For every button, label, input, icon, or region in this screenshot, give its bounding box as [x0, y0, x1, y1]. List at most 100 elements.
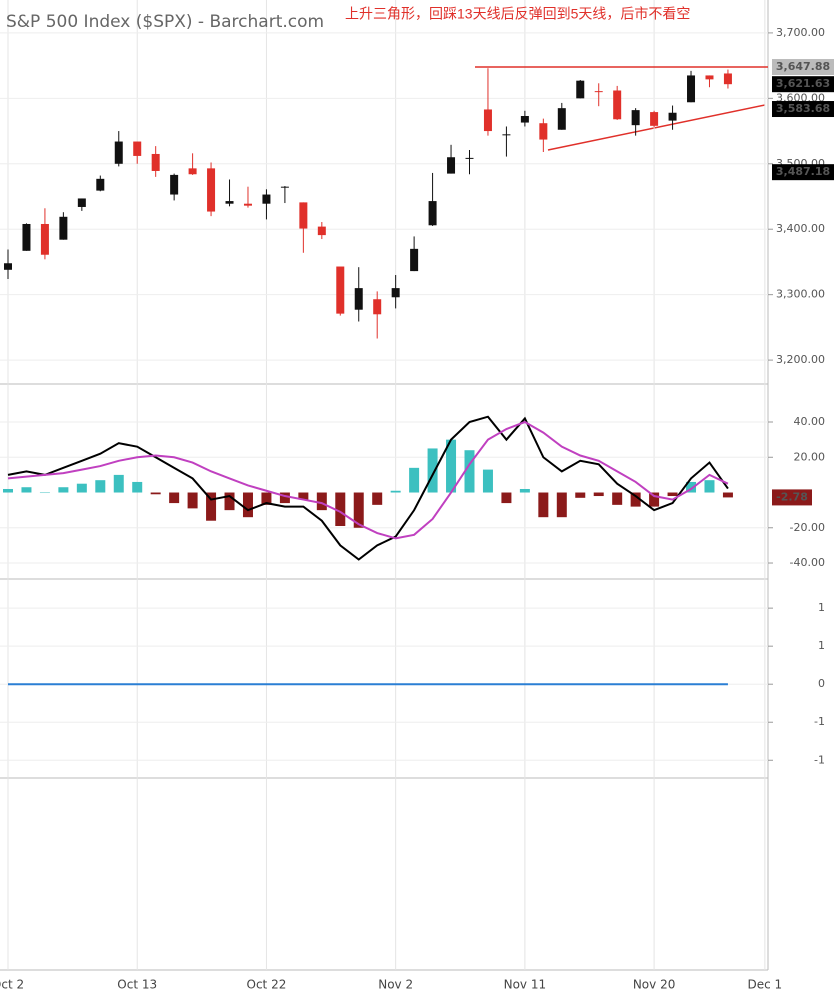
histogram-bar	[630, 492, 641, 507]
histogram-bar	[21, 487, 32, 493]
y-tick-label: -1	[814, 753, 825, 766]
candle-body	[133, 141, 142, 156]
histogram-bar	[538, 492, 549, 518]
x-tick-label: Nov 2	[378, 978, 413, 992]
y-tick-label: 3,700.00	[776, 26, 825, 39]
candle-body	[447, 157, 456, 174]
candle-body	[373, 299, 382, 315]
y-tick-label: -40.00	[790, 556, 825, 569]
histogram-bar	[316, 492, 327, 511]
y-tick-label: 1	[818, 639, 825, 652]
histogram-bar	[649, 492, 660, 507]
histogram-bar	[464, 450, 475, 493]
macd-line	[7, 420, 729, 540]
candle-body	[687, 75, 696, 103]
histogram-bar	[298, 492, 309, 500]
candle-body	[557, 108, 566, 130]
candle-body	[428, 201, 437, 226]
histogram-bar	[427, 448, 438, 493]
histogram-bar	[390, 490, 401, 493]
price-label-box	[772, 164, 834, 181]
candle-body	[22, 223, 31, 251]
candle-body	[40, 223, 49, 255]
histogram-bar	[206, 492, 217, 521]
histogram-bar	[501, 492, 512, 504]
x-tick-label: Dec 1	[748, 978, 783, 992]
histogram-bar	[593, 492, 604, 497]
candle-body	[4, 263, 12, 270]
price-label: 3,621.63	[776, 77, 830, 90]
last-value-box	[772, 489, 812, 506]
candle-body	[594, 91, 603, 93]
histogram-bar	[224, 492, 235, 511]
histogram-bar	[556, 492, 567, 518]
price-label-box	[772, 59, 834, 76]
histogram-bar	[3, 488, 13, 493]
y-tick-label: 3,300.00	[776, 288, 825, 301]
histogram-bar	[279, 492, 290, 504]
histogram-bar	[169, 492, 180, 504]
histogram-bar	[113, 474, 124, 493]
histogram-bar	[58, 487, 69, 493]
candle-body	[539, 123, 548, 140]
price-label: 3,647.88	[776, 60, 830, 73]
candle-body	[520, 116, 529, 123]
candle-body	[151, 153, 160, 171]
histogram-bar	[704, 480, 715, 493]
y-tick-label: 3,400.00	[776, 222, 825, 235]
histogram-bar	[409, 467, 420, 493]
histogram-bar	[519, 488, 530, 493]
candle-body	[188, 168, 197, 175]
candle-body	[170, 174, 179, 195]
candle-body	[705, 75, 714, 80]
candle-body	[576, 80, 585, 99]
candle-body	[77, 198, 86, 207]
candle-body	[114, 141, 123, 164]
histogram-bar	[187, 492, 198, 509]
histogram-bar	[446, 439, 457, 493]
support-trendline	[547, 104, 766, 151]
candle-body	[613, 90, 622, 120]
histogram-bar	[612, 492, 623, 505]
candle-body	[354, 288, 363, 310]
x-tick-label: Nov 20	[633, 978, 676, 992]
histogram-bar	[150, 492, 161, 495]
y-tick-label: 3,200.00	[776, 353, 825, 366]
histogram-bar	[353, 492, 364, 528]
price-label: 3,487.18	[776, 165, 830, 178]
histogram-bar	[667, 492, 678, 497]
y-tick-label: -1	[814, 715, 825, 728]
histogram-bar	[76, 483, 87, 493]
histogram-bar	[686, 481, 697, 493]
candle-body	[59, 216, 68, 240]
candle-body	[631, 110, 640, 126]
candle-body	[243, 203, 252, 206]
candle-body	[225, 201, 234, 204]
x-tick-label: Oct 22	[247, 978, 287, 992]
candle-body	[336, 266, 345, 314]
x-tick-label: Nov 11	[504, 978, 547, 992]
histogram-bar	[242, 492, 253, 518]
price-label-box	[772, 101, 834, 118]
candle-body	[723, 73, 732, 85]
last-value-label: -2.78	[776, 490, 808, 503]
y-tick-label: -20.00	[790, 521, 825, 534]
histogram-bar	[575, 492, 586, 498]
x-tick-label: Oct 13	[117, 978, 157, 992]
candle-body	[262, 194, 271, 204]
candle-body	[410, 248, 419, 272]
y-tick-label: 0	[818, 677, 825, 690]
y-tick-label: 20.00	[794, 450, 826, 463]
histogram-bar	[39, 492, 50, 494]
candle-body	[483, 109, 492, 132]
histogram-bar	[335, 492, 346, 527]
candle-body	[317, 226, 326, 236]
y-tick-label: 1	[818, 601, 825, 614]
histogram-bar	[132, 481, 143, 493]
candle-body	[650, 112, 659, 126]
chart-title: S&P 500 Index ($SPX) - Barchart.com	[6, 12, 324, 32]
candle-body	[668, 112, 677, 121]
candle-body	[391, 288, 400, 298]
